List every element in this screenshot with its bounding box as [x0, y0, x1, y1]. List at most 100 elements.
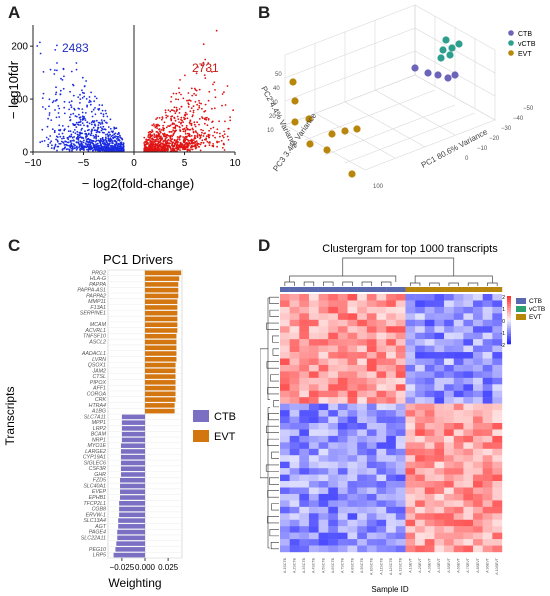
- heatmap-cell: [395, 513, 406, 520]
- heatmap-cell: [444, 455, 454, 462]
- heatmap-cell: [463, 539, 474, 546]
- heatmap-cell: [444, 313, 454, 320]
- heatmap-cell: [299, 423, 310, 430]
- heatmap-cell: [453, 526, 464, 533]
- heatmap-cell: [386, 410, 397, 417]
- volcano-point: [63, 112, 66, 115]
- volcano-point: [41, 140, 44, 143]
- volcano-point: [122, 142, 125, 145]
- heatmap-cell: [415, 545, 425, 553]
- volcano-point: [179, 146, 182, 149]
- heatmap-cell: [328, 384, 339, 391]
- heatmap-cell: [366, 468, 377, 475]
- heatmap-cell: [424, 448, 435, 456]
- heatmap-cell: [328, 358, 339, 366]
- volcano-point: [45, 136, 48, 139]
- heatmap-cell: [444, 358, 454, 366]
- heatmap-cell: [347, 519, 358, 527]
- heatmap-cell: [289, 390, 300, 398]
- heatmap-cell: [376, 339, 387, 346]
- volcano-point: [151, 129, 154, 132]
- heatmap-cell: [308, 513, 319, 520]
- heatmap-cell: [357, 532, 368, 540]
- volcano-point: [179, 149, 182, 152]
- heatmap-cell: [376, 326, 387, 333]
- volcano-point: [82, 137, 84, 139]
- heatmap-cell: [308, 461, 319, 469]
- heatmap-cell: [299, 416, 310, 424]
- heatmap-cell: [289, 513, 300, 520]
- volcano-point: [97, 135, 100, 138]
- heatmap-cell: [444, 513, 454, 520]
- volcano-point: [112, 137, 115, 140]
- heatmap-cell: [482, 339, 493, 346]
- heatmap-cell: [463, 442, 474, 449]
- heatmap-cell: [482, 326, 493, 333]
- volcano-point: [122, 146, 124, 148]
- heatmap-cell: [453, 539, 464, 546]
- heatmap-cell: [473, 539, 483, 546]
- heatmap-cell: [376, 539, 387, 546]
- heatmap-cell: [386, 306, 397, 314]
- volcano-point: [93, 100, 96, 103]
- heatmap-cell: [453, 352, 464, 359]
- heatmap-cell: [289, 339, 300, 346]
- volcano-point: [113, 133, 116, 136]
- heatmap-cell: [386, 300, 397, 308]
- volcano-point: [119, 144, 121, 147]
- volcano-point: [79, 102, 81, 104]
- volcano-point: [178, 138, 181, 141]
- heatmap-cell: [308, 423, 319, 430]
- heatmap-cell: [337, 506, 348, 514]
- volcano-point: [79, 116, 82, 119]
- heatmap-cell: [415, 461, 425, 469]
- volcano-point: [164, 111, 167, 114]
- heatmap-cell: [299, 306, 310, 314]
- heatmap-cell: [415, 532, 425, 540]
- heatmap-cell: [473, 319, 483, 327]
- volcano-point: [114, 135, 117, 138]
- heatmap-cell: [318, 332, 329, 340]
- volcano-point: [206, 140, 209, 143]
- heatmap-cell: [386, 384, 397, 391]
- heatmap-cell: [482, 500, 493, 508]
- pc1-x-label: Weighting: [108, 576, 161, 590]
- heatmap-cell: [347, 397, 358, 404]
- heatmap-cell: [434, 377, 445, 385]
- heatmap-cell: [473, 513, 483, 520]
- volcano-point: [78, 113, 80, 116]
- volcano-point: [85, 133, 88, 136]
- sample-id-label: A.1SCTB: [283, 557, 287, 573]
- heatmap-cell: [386, 545, 397, 553]
- volcano-point: [167, 109, 170, 111]
- pc1-category-label: PRG2: [92, 270, 106, 276]
- volcano-point: [190, 87, 193, 90]
- volcano-point: [47, 117, 49, 120]
- heatmap-cell: [463, 345, 474, 353]
- heatmap-cell: [482, 384, 493, 391]
- heatmap-cell: [357, 306, 368, 314]
- volcano-point: [169, 142, 172, 145]
- volcano-point: [177, 118, 180, 120]
- sample-id-label: A.1SEVT: [408, 557, 412, 573]
- heatmap-cell: [444, 377, 454, 385]
- pc1-bar: [145, 345, 177, 351]
- heatmap-cell: [376, 384, 387, 391]
- volcano-point: [226, 85, 229, 87]
- heatmap-cell: [280, 339, 290, 346]
- heatmap-cell: [328, 397, 339, 404]
- volcano-point: [176, 140, 179, 143]
- heatmap-cell: [299, 545, 310, 553]
- heatmap-cell: [289, 416, 300, 424]
- volcano-point: [88, 132, 90, 135]
- volcano-point: [115, 142, 118, 145]
- volcano-point: [201, 139, 204, 142]
- heatmap-cell: [405, 481, 416, 488]
- heatmap-cell: [386, 358, 397, 366]
- volcano-point: [196, 121, 199, 124]
- heatmap-cell: [328, 390, 339, 398]
- heatmap-cell: [453, 377, 464, 385]
- heatmap-cell: [299, 526, 310, 533]
- volcano-point: [106, 142, 109, 145]
- volcano-point: [184, 136, 186, 139]
